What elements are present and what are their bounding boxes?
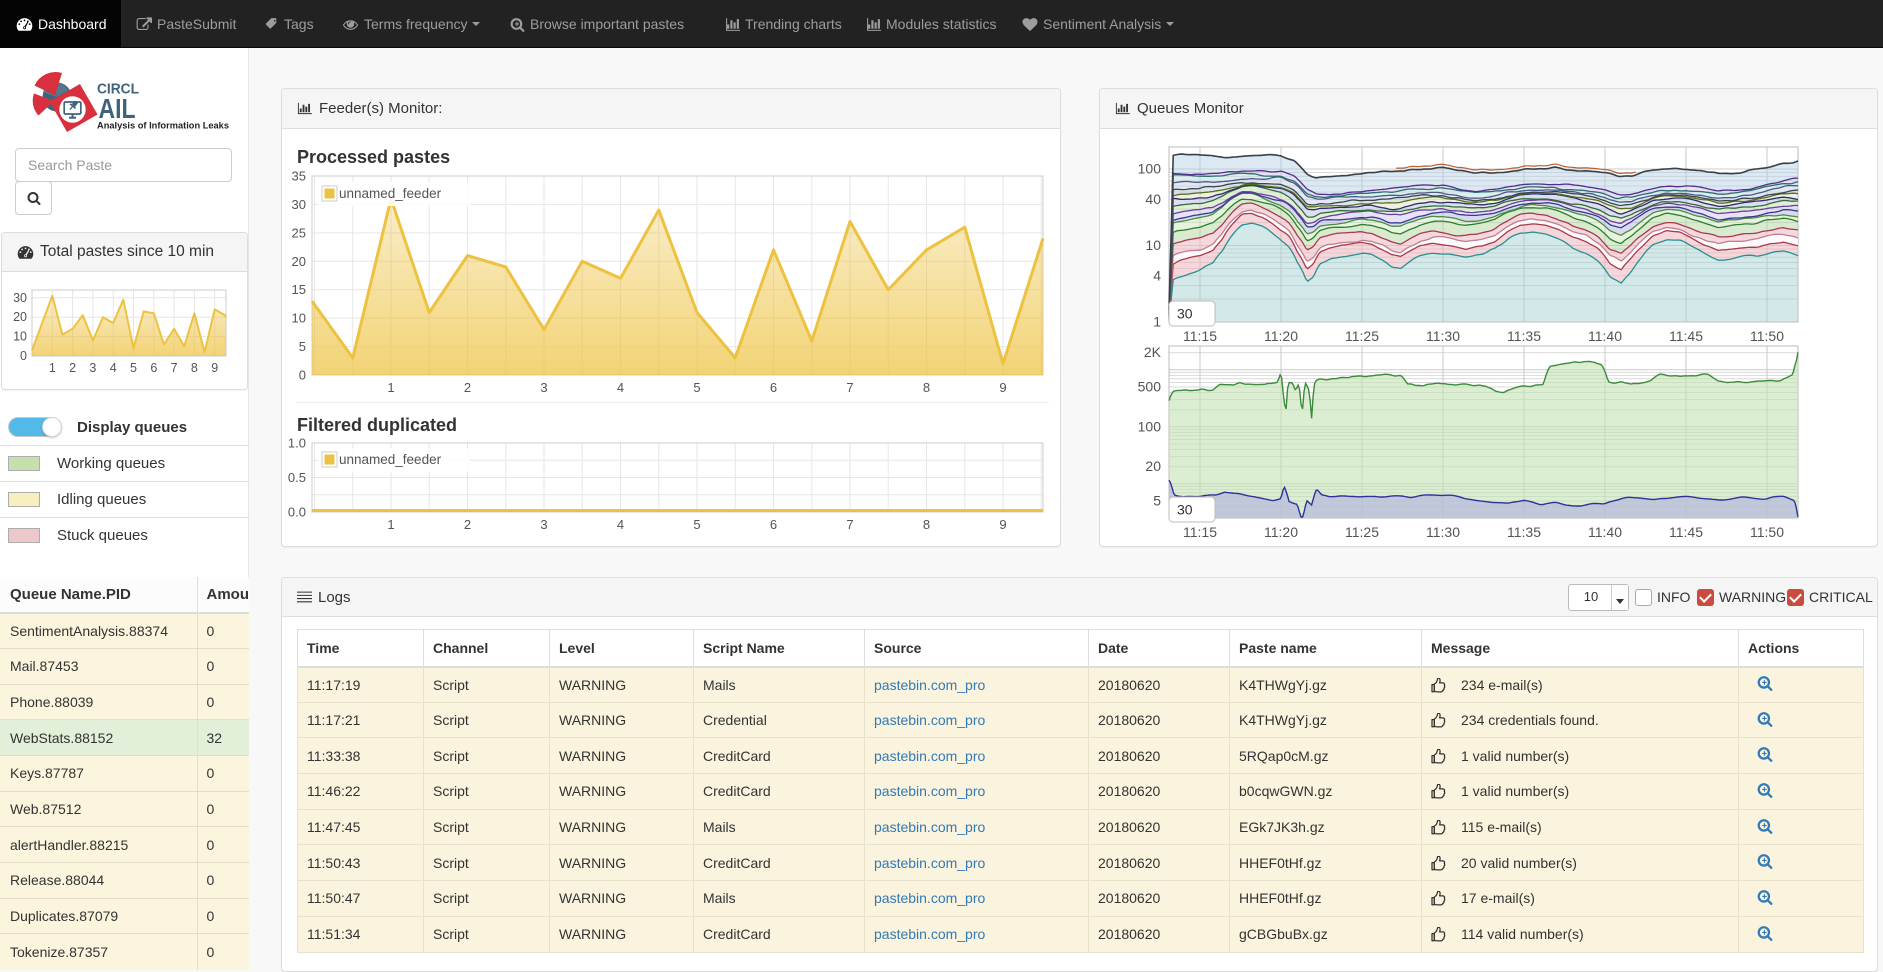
svg-text:8: 8	[923, 380, 930, 395]
svg-text:3: 3	[540, 380, 547, 395]
svg-text:11:35: 11:35	[1507, 328, 1541, 344]
svg-text:35: 35	[292, 169, 306, 184]
svg-text:8: 8	[923, 517, 930, 532]
svg-text:11:20: 11:20	[1264, 328, 1298, 344]
svg-text:30: 30	[1177, 502, 1193, 518]
svg-text:25: 25	[292, 225, 306, 240]
svg-text:2: 2	[464, 517, 471, 532]
svg-text:11:35: 11:35	[1507, 524, 1541, 540]
svg-text:2: 2	[464, 380, 471, 395]
svg-text:0: 0	[20, 349, 27, 363]
svg-text:6: 6	[770, 517, 777, 532]
svg-text:0: 0	[299, 368, 306, 383]
svg-text:1: 1	[387, 517, 394, 532]
svg-text:7: 7	[171, 361, 178, 375]
svg-text:unnamed_feeder: unnamed_feeder	[339, 452, 442, 467]
svg-text:11:40: 11:40	[1588, 524, 1622, 540]
svg-text:40: 40	[1145, 191, 1161, 207]
svg-text:unnamed_feeder: unnamed_feeder	[339, 186, 442, 201]
svg-text:4: 4	[110, 361, 117, 375]
svg-text:1: 1	[387, 380, 394, 395]
svg-text:11:40: 11:40	[1588, 328, 1622, 344]
svg-text:1.0: 1.0	[288, 436, 306, 451]
svg-text:500: 500	[1138, 379, 1162, 395]
svg-text:5: 5	[130, 361, 137, 375]
svg-text:10: 10	[1145, 237, 1161, 253]
svg-text:8: 8	[191, 361, 198, 375]
svg-text:100: 100	[1138, 418, 1162, 434]
svg-text:11:20: 11:20	[1264, 524, 1298, 540]
svg-text:4: 4	[617, 380, 624, 395]
svg-text:4: 4	[1153, 267, 1161, 283]
svg-text:5: 5	[693, 380, 700, 395]
svg-text:4: 4	[617, 517, 624, 532]
svg-text:3: 3	[89, 361, 96, 375]
svg-text:Analysis of Information Leaks: Analysis of Information Leaks	[97, 121, 229, 131]
svg-text:6: 6	[150, 361, 157, 375]
svg-text:3: 3	[540, 517, 547, 532]
svg-text:0.5: 0.5	[288, 470, 306, 485]
svg-text:CIRCL: CIRCL	[97, 82, 139, 98]
svg-text:11:25: 11:25	[1345, 524, 1379, 540]
svg-text:2: 2	[69, 361, 76, 375]
svg-text:6: 6	[770, 380, 777, 395]
svg-text:20: 20	[292, 254, 306, 269]
svg-text:10: 10	[292, 311, 306, 326]
svg-text:9: 9	[999, 517, 1006, 532]
svg-text:9: 9	[999, 380, 1006, 395]
svg-text:0.0: 0.0	[288, 505, 306, 520]
svg-text:15: 15	[292, 282, 306, 297]
svg-text:20: 20	[13, 310, 27, 324]
svg-text:30: 30	[292, 197, 306, 212]
svg-text:5: 5	[1153, 493, 1161, 509]
svg-text:1: 1	[49, 361, 56, 375]
svg-text:11:25: 11:25	[1345, 328, 1379, 344]
svg-text:11:50: 11:50	[1750, 328, 1784, 344]
svg-text:1: 1	[1153, 314, 1161, 330]
svg-text:9: 9	[211, 361, 218, 375]
svg-text:20: 20	[1145, 458, 1161, 474]
svg-text:11:45: 11:45	[1669, 328, 1703, 344]
svg-text:11:15: 11:15	[1183, 328, 1217, 344]
svg-text:11:30: 11:30	[1426, 524, 1460, 540]
svg-text:11:30: 11:30	[1426, 328, 1460, 344]
svg-text:10: 10	[13, 330, 27, 344]
svg-text:AIL: AIL	[99, 93, 136, 124]
svg-text:11:45: 11:45	[1669, 524, 1703, 540]
svg-text:7: 7	[846, 517, 853, 532]
svg-text:30: 30	[1177, 306, 1193, 322]
svg-text:100: 100	[1138, 161, 1162, 177]
svg-text:7: 7	[846, 380, 853, 395]
svg-text:11:50: 11:50	[1750, 524, 1784, 540]
svg-text:11:15: 11:15	[1183, 524, 1217, 540]
svg-text:2K: 2K	[1144, 344, 1162, 360]
svg-text:5: 5	[693, 517, 700, 532]
svg-text:30: 30	[13, 291, 27, 305]
svg-text:5: 5	[299, 339, 306, 354]
